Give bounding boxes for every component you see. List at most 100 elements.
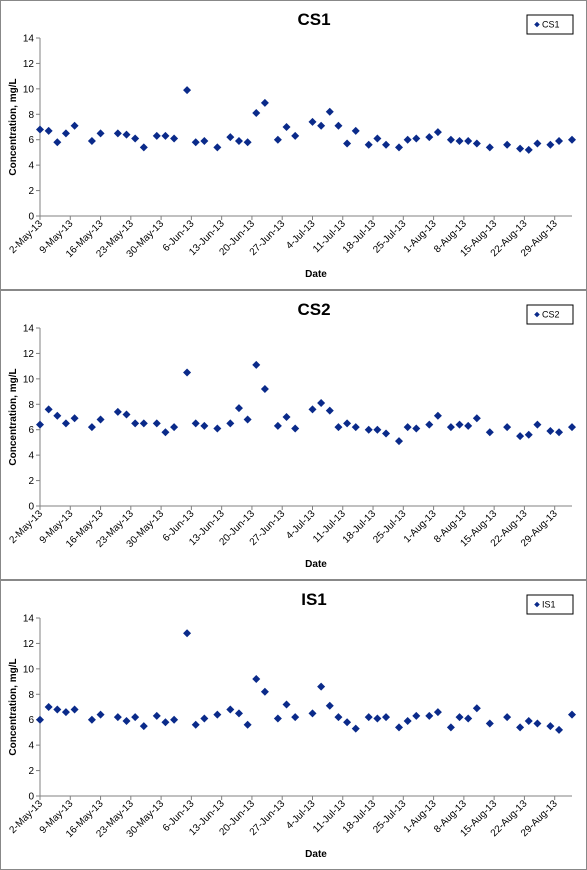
data-point [200, 714, 209, 723]
chart-svg-is1: IS1024681012142-May-139-May-1316-May-132… [0, 580, 587, 870]
y-tick-label: 14 [23, 324, 35, 335]
data-point [170, 715, 179, 724]
y-tick-label: 14 [23, 614, 35, 625]
data-point [373, 714, 382, 723]
y-tick-label: 10 [23, 374, 35, 385]
y-tick-label: 14 [23, 34, 35, 45]
data-point [243, 138, 252, 147]
data-point [555, 136, 564, 145]
chart-panel-cs1: CS1 0 2 4 6 8 10 12 14 2-May-13 9-May-13 16-May-13 2… [0, 0, 587, 290]
data-point [70, 705, 79, 714]
data-point [382, 429, 391, 438]
y-tick-label: 8 [28, 110, 34, 121]
y-axis-title: Concentration, mg/L [8, 658, 19, 755]
data-point [87, 136, 96, 145]
data-point [524, 145, 533, 154]
data-point [325, 406, 334, 415]
data-point [282, 123, 291, 131]
data-point [464, 714, 473, 723]
data-point [412, 711, 421, 720]
data-point [364, 140, 373, 149]
data-point [546, 722, 555, 731]
data-point [96, 129, 105, 138]
data-point [243, 720, 252, 729]
y-axis-title: Concentration, mg/L [8, 368, 19, 465]
data-point [455, 420, 464, 429]
chart-panel-is1: IS1 0 2 4 6 8 10 12 14 2-May-13 9-May-13 16-May-13 2… [0, 580, 587, 870]
y-tick-label: 4 [28, 741, 34, 752]
data-point [113, 407, 122, 416]
y-tick-label: 4 [28, 451, 34, 462]
y-tick-label: 8 [28, 690, 34, 701]
data-point [170, 134, 179, 143]
data-point [213, 710, 222, 719]
data-point [317, 682, 326, 691]
x-axis-title: Date [305, 849, 327, 860]
chart-svg-cs1: CS1024681012142-May-139-May-1316-May-132… [0, 0, 587, 290]
data-point [334, 713, 343, 722]
data-point [325, 701, 334, 710]
data-point [364, 425, 373, 434]
data-point [113, 713, 122, 722]
data-point [226, 419, 235, 428]
y-axis-title: Concentration, mg/L [8, 78, 19, 175]
data-point [291, 713, 300, 722]
y-tick-label: 2 [28, 476, 34, 487]
data-point [291, 424, 300, 433]
data-point [122, 130, 131, 139]
data-point [568, 135, 576, 144]
data-point [161, 131, 170, 140]
data-point [61, 708, 70, 717]
data-point [394, 437, 403, 446]
data-point [373, 134, 382, 143]
data-point [70, 121, 79, 130]
data-point [183, 629, 192, 638]
y-tick-label: 12 [23, 639, 35, 650]
legend-label: CS2 [542, 310, 560, 320]
data-point [273, 135, 282, 144]
data-point [44, 405, 53, 414]
data-point [555, 428, 564, 437]
data-point [373, 425, 382, 434]
data-point [524, 716, 533, 725]
data-point [425, 133, 434, 142]
data-point [170, 423, 179, 432]
data-point [325, 107, 334, 116]
data-point [533, 420, 542, 429]
data-point [546, 140, 555, 149]
data-point [343, 419, 352, 428]
data-point [568, 423, 576, 432]
data-point [152, 711, 161, 720]
data-point [161, 428, 170, 437]
y-tick-label: 2 [28, 766, 34, 777]
data-point [213, 424, 222, 433]
data-point [546, 426, 555, 435]
data-point [503, 423, 512, 432]
data-point [213, 143, 222, 152]
legend-marker-icon [534, 21, 540, 28]
data-point [226, 133, 235, 142]
data-point [412, 134, 421, 143]
data-point [455, 713, 464, 722]
data-point [516, 144, 525, 153]
data-point [61, 129, 70, 138]
legend-label: IS1 [542, 600, 556, 610]
data-point [472, 139, 481, 148]
y-tick-label: 8 [28, 400, 34, 411]
data-point [36, 420, 44, 429]
legend-marker-icon [534, 601, 540, 608]
data-point [87, 423, 96, 432]
data-point [139, 419, 148, 428]
data-point [131, 713, 140, 722]
data-point [161, 718, 170, 727]
data-point [382, 713, 391, 722]
chart-svg-cs2: CS2024681012142-May-139-May-1316-May-132… [0, 290, 587, 580]
data-point [485, 719, 494, 728]
data-point [343, 718, 352, 727]
data-point [291, 131, 300, 140]
data-point [53, 411, 62, 420]
data-point [53, 705, 62, 714]
data-point [433, 411, 442, 420]
data-point [308, 117, 317, 126]
data-point [351, 724, 360, 733]
